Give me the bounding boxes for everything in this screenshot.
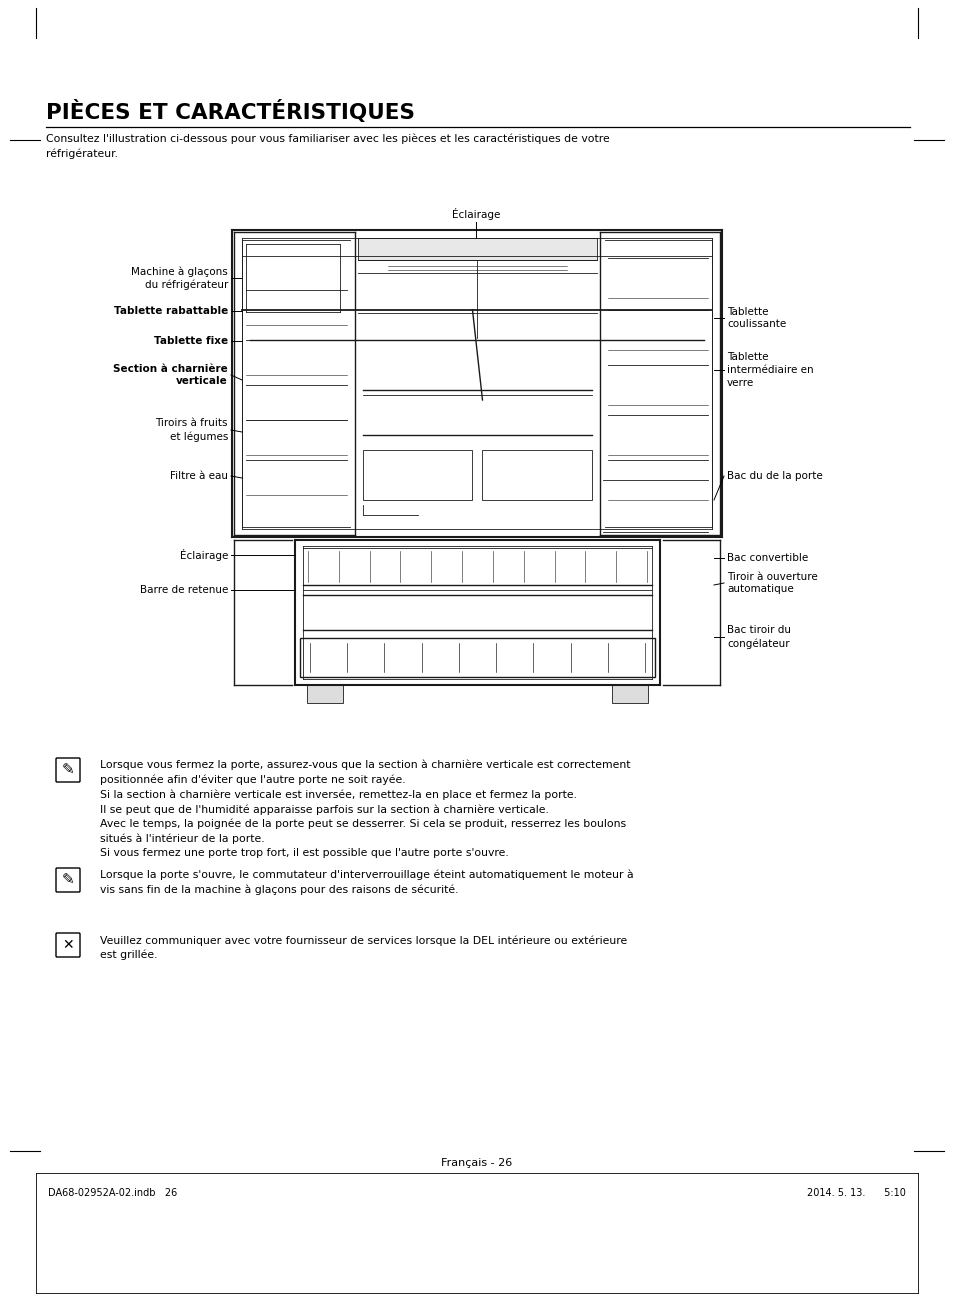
Text: Tablette
coulissante: Tablette coulissante	[726, 307, 785, 329]
Bar	[363, 450, 472, 500]
Text: Filtre à eau: Filtre à eau	[170, 471, 228, 481]
Text: Section à charnière
verticale: Section à charnière verticale	[113, 363, 228, 386]
FancyBboxPatch shape	[56, 868, 80, 892]
FancyBboxPatch shape	[56, 758, 80, 782]
Text: DA68-02952A-02.indb   26: DA68-02952A-02.indb 26	[48, 1188, 177, 1198]
Text: Veuillez communiquer avec votre fournisseur de services lorsque la DEL intérieur: Veuillez communiquer avec votre fourniss…	[100, 935, 626, 960]
Text: Bac du de la porte: Bac du de la porte	[726, 471, 821, 481]
Text: Français - 26: Français - 26	[441, 1158, 512, 1168]
Text: Tiroir à ouverture
automatique: Tiroir à ouverture automatique	[726, 571, 817, 595]
Text: Tablette
intermédiaire en
verre: Tablette intermédiaire en verre	[726, 353, 813, 388]
Text: Consultez l'illustration ci-dessous pour vous familiariser avec les pièces et le: Consultez l'illustration ci-dessous pour…	[46, 134, 609, 159]
Text: ✎: ✎	[62, 873, 74, 887]
Text: Tablette rabattable: Tablette rabattable	[113, 306, 228, 316]
FancyBboxPatch shape	[56, 933, 80, 958]
Text: Barre de retenue: Barre de retenue	[139, 585, 228, 595]
Text: Éclairage: Éclairage	[452, 208, 499, 220]
Text: Lorsque la porte s'ouvre, le commutateur d'interverrouillage éteint automatiquem: Lorsque la porte s'ouvre, le commutateur…	[100, 870, 633, 895]
Text: PIÈCES ET CARACTÉRISTIQUES: PIÈCES ET CARACTÉRISTIQUES	[46, 100, 415, 124]
Text: Bac convertible: Bac convertible	[726, 553, 807, 563]
Bar	[299, 637, 655, 677]
Text: 2014. 5. 13.      5:10: 2014. 5. 13. 5:10	[806, 1188, 905, 1198]
Text: Tablette fixe: Tablette fixe	[153, 336, 228, 346]
Bar	[482, 450, 592, 500]
Text: ✎: ✎	[62, 762, 74, 778]
Bar	[307, 686, 343, 703]
Text: Lorsque vous fermez la porte, assurez-vous que la section à charnière verticale : Lorsque vous fermez la porte, assurez-vo…	[100, 760, 630, 859]
Bar	[612, 686, 647, 703]
Text: Machine à glaçons
du réfrigérateur: Machine à glaçons du réfrigérateur	[132, 265, 228, 290]
Text: Bac tiroir du
congélateur: Bac tiroir du congélateur	[726, 626, 790, 649]
Text: Tiroirs à fruits
et légumes: Tiroirs à fruits et légumes	[155, 418, 228, 442]
Text: ✕: ✕	[62, 938, 73, 952]
Text: Éclairage: Éclairage	[179, 549, 228, 561]
Bar	[357, 238, 597, 260]
